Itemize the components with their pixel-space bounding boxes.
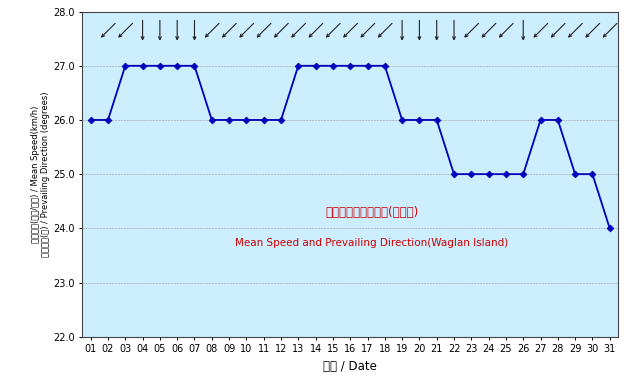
Y-axis label: 平均風速(公里/小時) / Mean Speed(km/h)
盛行風向(度) / Prevailing Direction (degrees): 平均風速(公里/小時) / Mean Speed(km/h) 盛行風向(度) /… <box>30 91 50 257</box>
Text: Mean Speed and Prevailing Direction(Waglan Island): Mean Speed and Prevailing Direction(Wagl… <box>235 238 509 248</box>
X-axis label: 日期 / Date: 日期 / Date <box>323 360 377 373</box>
Text: 平均風速及盛行風向(橫肤島): 平均風速及盛行風向(橫肤島) <box>325 206 418 219</box>
